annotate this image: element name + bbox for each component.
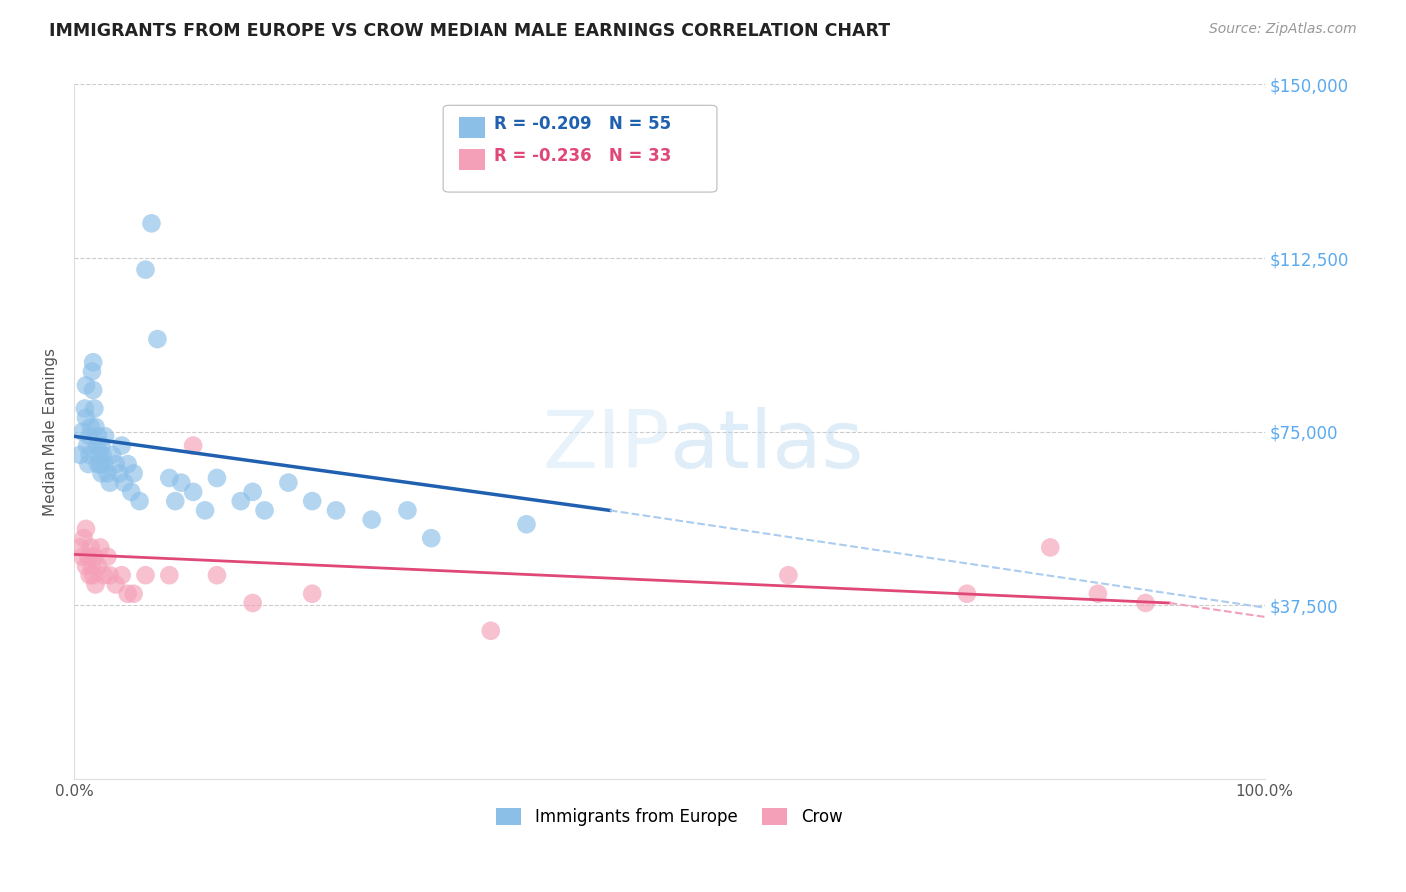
Point [77,457,100,471]
Point [79,568,101,582]
Point [111,568,134,582]
Point [69,448,91,462]
Point [165,494,187,508]
Point [301,587,323,601]
Point [117,587,139,601]
Point [170,475,193,490]
Point [301,494,323,508]
Point [79,448,101,462]
Point [146,332,169,346]
Point [83,401,105,416]
Point [75,378,97,392]
Point [242,596,264,610]
Point [80,541,103,555]
Point [956,587,979,601]
Point [98,568,121,582]
Point [141,216,163,230]
Point [82,568,104,582]
Point [104,577,127,591]
Point [89,541,111,555]
FancyBboxPatch shape [443,105,717,192]
Point [69,541,91,555]
Point [515,517,537,532]
Text: R = -0.209   N = 55: R = -0.209 N = 55 [495,115,672,133]
Point [157,471,180,485]
Point [84,420,107,434]
Point [80,364,103,378]
Point [479,624,502,638]
Point [181,439,204,453]
Point [80,420,103,434]
Point [157,568,180,582]
Point [229,494,252,508]
Point [75,522,97,536]
Point [77,549,100,564]
Text: IMMIGRANTS FROM EUROPE VS CROW MEDIAN MALE EARNINGS CORRELATION CHART: IMMIGRANTS FROM EUROPE VS CROW MEDIAN MA… [49,22,890,40]
Point [75,558,97,573]
Point [90,467,112,481]
Point [325,503,347,517]
Point [87,457,110,471]
Point [96,467,118,481]
Point [87,558,110,573]
Point [89,457,111,471]
Point [1039,541,1062,555]
Point [396,503,419,517]
Point [76,439,98,453]
Point [194,503,217,517]
Point [80,558,103,573]
Point [72,549,94,564]
Point [135,262,157,277]
Point [93,457,115,471]
Point [117,457,139,471]
Point [91,448,114,462]
Text: atlas: atlas [669,407,863,484]
Point [253,503,276,517]
Y-axis label: Median Male Earnings: Median Male Earnings [44,348,58,516]
Point [112,475,135,490]
Bar [458,149,485,169]
Point [108,467,131,481]
Text: Source: ZipAtlas.com: Source: ZipAtlas.com [1209,22,1357,37]
Text: R = -0.236   N = 33: R = -0.236 N = 33 [495,147,672,165]
Point [90,439,112,453]
Point [277,475,299,490]
Point [79,429,101,443]
Point [86,439,108,453]
Point [205,568,228,582]
Point [84,577,107,591]
Point [101,448,124,462]
Point [87,429,110,443]
Text: ZIP: ZIP [541,407,669,484]
Point [73,401,96,416]
Bar [458,117,485,138]
Point [205,471,228,485]
Point [1087,587,1109,601]
Point [82,355,104,369]
Point [72,531,94,545]
Point [111,439,134,453]
Point [181,484,204,499]
Point [94,429,117,443]
Point [96,549,118,564]
Point [104,457,127,471]
Legend: Immigrants from Europe, Crow: Immigrants from Europe, Crow [489,802,849,833]
Point [122,587,145,601]
Point [1135,596,1157,610]
Point [82,383,104,397]
Point [360,513,382,527]
Point [242,484,264,499]
Point [87,448,110,462]
Point [135,568,157,582]
Point [120,484,142,499]
Point [83,549,105,564]
Point [122,467,145,481]
Point [128,494,150,508]
Point [72,425,94,439]
Point [93,568,115,582]
Point [98,475,121,490]
Point [75,410,97,425]
Point [420,531,443,545]
Point [778,568,800,582]
